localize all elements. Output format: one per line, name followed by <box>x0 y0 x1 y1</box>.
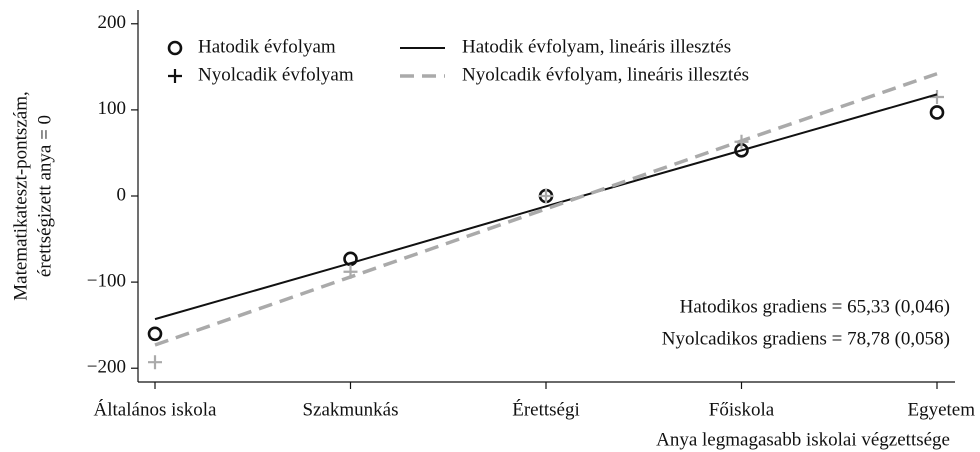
legend-label: Nyolcadik évfolyam, lineáris illesztés <box>462 64 749 85</box>
y-axis-label: érettségizett anya = 0 <box>34 115 55 277</box>
x-tick-label: Szakmunkás <box>302 399 398 420</box>
y-tick-label: −200 <box>87 357 126 378</box>
marker-circle <box>929 105 945 120</box>
fit-line <box>154 72 938 347</box>
x-tick-label: Általános iskola <box>94 398 218 420</box>
annotation: Nyolcadikos gradiens = 78,78 (0,058) <box>662 328 950 349</box>
marker-circle <box>147 326 163 342</box>
y-tick-label: 0 <box>117 184 127 205</box>
legend-label: Nyolcadik évfolyam <box>198 64 354 85</box>
x-axis-label: Anya legmagasabb iskolai végzettsége <box>656 429 950 450</box>
y-tick-label: 100 <box>98 98 127 119</box>
legend-label: Hatodik évfolyam, lineáris illesztés <box>462 36 731 57</box>
x-tick-label: Érettségi <box>512 398 580 420</box>
marker-plus <box>539 189 553 203</box>
x-tick-label: Főiskola <box>709 399 775 420</box>
x-tick-label: Egyetem <box>907 399 975 420</box>
y-axis-label: Matematikateszt-pontszám, <box>10 91 31 300</box>
y-tick-label: −100 <box>87 270 126 291</box>
marker-circle <box>167 40 183 56</box>
fit-line <box>154 93 938 321</box>
annotation: Hatodikos gradiens = 65,33 (0,046) <box>680 296 950 317</box>
legend-label: Hatodik évfolyam <box>198 36 336 57</box>
marker-plus <box>148 355 162 370</box>
marker-plus <box>930 89 944 104</box>
y-tick-label: 200 <box>98 12 127 33</box>
marker-plus <box>168 69 182 83</box>
